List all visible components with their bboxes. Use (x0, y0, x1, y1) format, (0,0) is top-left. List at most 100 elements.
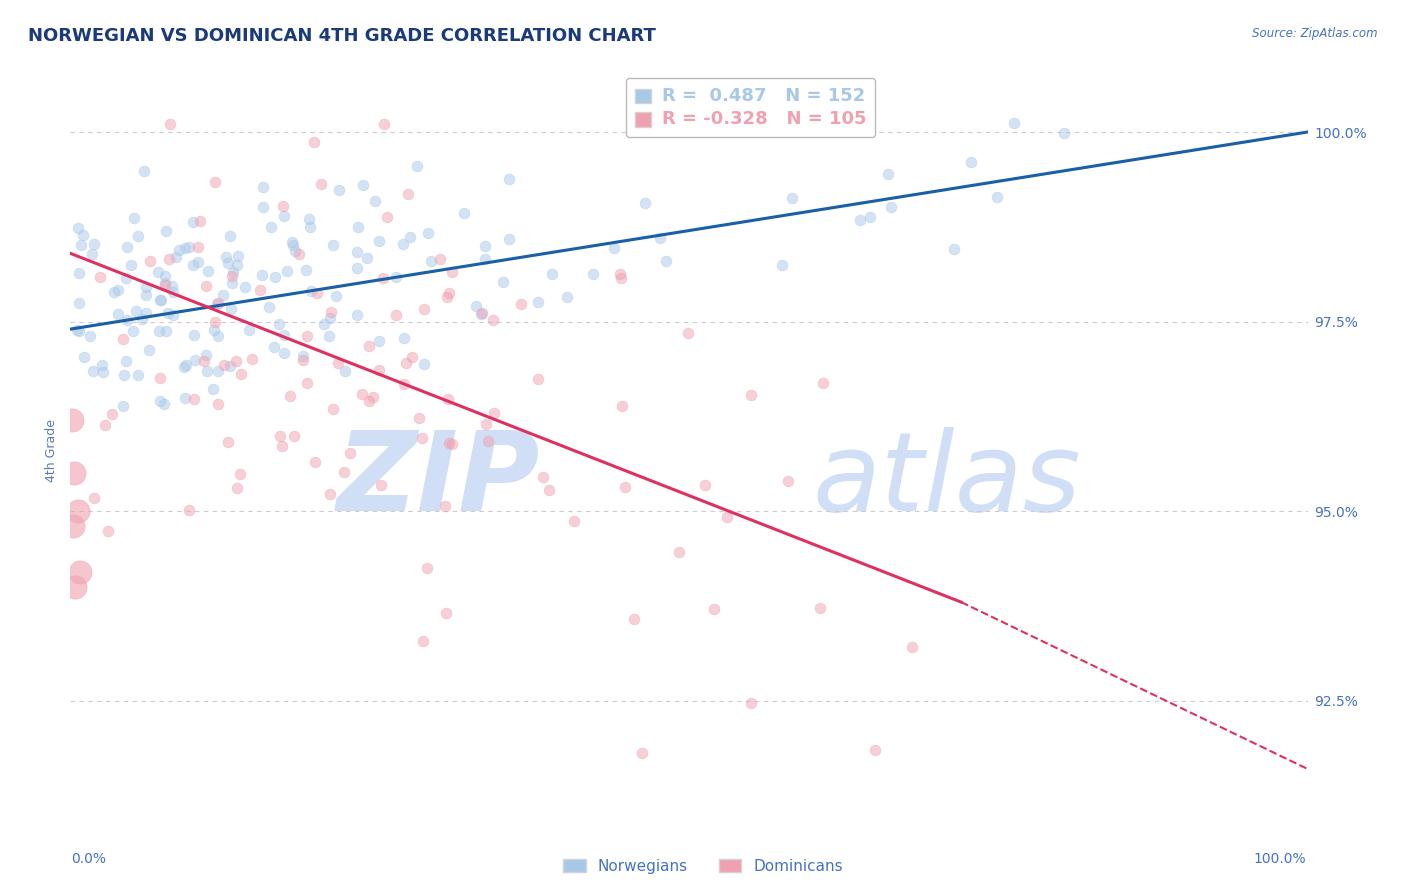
Point (877, 167, 900, 181)
Point (115, 312, 138, 326)
Point (474, 417, 496, 432)
Point (229, 467, 252, 482)
Point (405, 159, 427, 173)
Point (159, 118, 181, 132)
Point (167, 243, 190, 257)
Point (273, 209, 295, 223)
Point (183, 392, 205, 407)
Point (555, 290, 578, 304)
Point (131, 312, 153, 326)
Point (613, 480, 636, 494)
Point (416, 561, 439, 575)
Point (464, 299, 486, 313)
Point (772, 258, 794, 272)
Point (367, 363, 389, 377)
Point (353, 178, 375, 193)
Point (153, 277, 176, 291)
Point (233, 280, 256, 294)
Point (326, 355, 349, 369)
Point (695, 478, 717, 492)
Point (181, 258, 204, 272)
Point (395, 356, 418, 370)
Point (215, 251, 238, 265)
Point (270, 439, 292, 453)
Point (100, 407, 122, 421)
Point (252, 180, 274, 194)
Point (149, 371, 172, 385)
Legend: R =  0.487   N = 152, R = -0.328   N = 105: R = 0.487 N = 152, R = -0.328 N = 105 (626, 78, 876, 136)
Point (221, 269, 243, 284)
Point (207, 328, 229, 343)
Point (207, 296, 229, 310)
Point (371, 270, 394, 285)
Point (634, 196, 657, 211)
Point (401, 351, 423, 365)
Point (134, 288, 156, 302)
Point (582, 267, 605, 281)
Point (103, 285, 125, 299)
Point (318, 328, 340, 343)
Point (249, 283, 271, 297)
Point (281, 238, 304, 252)
Point (470, 307, 492, 321)
Point (125, 304, 148, 318)
Point (173, 359, 195, 374)
Point (292, 350, 315, 364)
Point (153, 277, 176, 292)
Point (193, 354, 215, 368)
Point (416, 226, 439, 240)
Point (281, 235, 304, 249)
Point (373, 118, 395, 132)
Point (318, 311, 340, 326)
Point (283, 429, 305, 443)
Point (943, 242, 966, 256)
Point (291, 352, 314, 367)
Point (299, 284, 322, 298)
Point (207, 397, 229, 411)
Point (411, 431, 433, 445)
Point (162, 308, 184, 322)
Point (321, 305, 343, 319)
Point (540, 267, 562, 281)
Point (225, 258, 247, 272)
Point (194, 348, 217, 362)
Point (298, 212, 321, 227)
Point (655, 253, 678, 268)
Point (226, 249, 249, 263)
Point (107, 283, 129, 297)
Point (153, 268, 176, 283)
Point (668, 545, 690, 559)
Point (440, 265, 463, 279)
Point (107, 308, 129, 322)
Point (221, 276, 243, 290)
Point (498, 171, 520, 186)
Point (219, 228, 242, 243)
Point (352, 387, 374, 401)
Point (205, 297, 228, 311)
Point (204, 315, 226, 329)
Point (173, 241, 195, 255)
Point (132, 163, 155, 178)
Point (259, 300, 281, 314)
Point (307, 286, 329, 301)
Point (72, 228, 94, 243)
Point (153, 397, 176, 411)
Point (309, 177, 332, 191)
Point (370, 478, 392, 492)
Point (434, 606, 457, 620)
Point (217, 255, 239, 269)
Point (482, 407, 505, 421)
Point (135, 280, 157, 294)
Point (212, 358, 235, 372)
Point (250, 268, 273, 282)
Point (267, 317, 290, 331)
Point (396, 186, 419, 201)
Point (740, 696, 762, 710)
Point (94, 417, 117, 432)
Point (648, 231, 671, 245)
Point (70, 237, 93, 252)
Point (603, 241, 626, 255)
Point (183, 328, 205, 343)
Point (66, 504, 89, 518)
Point (204, 175, 226, 189)
